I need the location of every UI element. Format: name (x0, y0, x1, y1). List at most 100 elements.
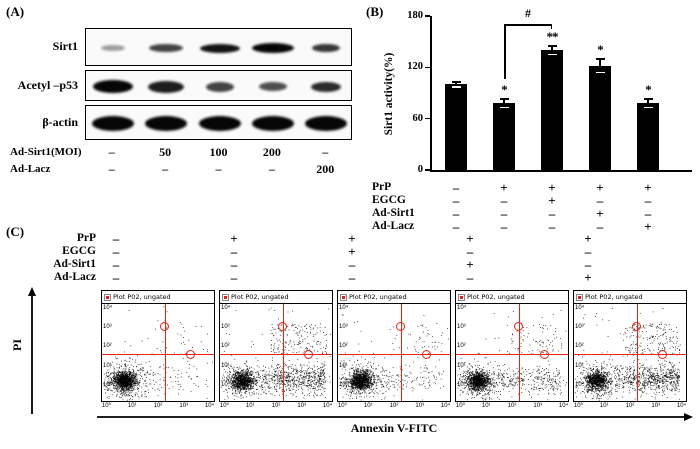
gate-circle (632, 321, 642, 331)
condition-value: – (230, 270, 238, 285)
flow-y-axis-label: PI (10, 339, 24, 351)
gate-circle (303, 349, 313, 359)
blot-box (85, 70, 352, 101)
flow-plot-title: Plot P02, ungated (113, 293, 171, 301)
flow-scatter-canvas (456, 304, 568, 401)
blot-label: Sirt1 (52, 39, 78, 53)
flow-y-tick: 10⁴ (221, 305, 231, 311)
flow-plot-area: 10⁴ 10³ 10² 10¹ 10⁰ (220, 304, 332, 401)
gate-circle (514, 321, 524, 331)
lane-value: – (322, 145, 329, 159)
y-tick-label: 60 (412, 112, 424, 124)
error-bar-cap-top (451, 81, 461, 83)
condition-value: – (452, 219, 460, 234)
blot-band (305, 116, 348, 131)
flow-x-tick: 10⁴ (322, 403, 333, 409)
flow-plot-header: Plot P02, ungated (102, 291, 214, 304)
flow-x-tick: 10³ (179, 403, 189, 409)
flow-scatter-canvas (102, 304, 214, 401)
flow-plot-area: 10⁴ 10³ 10² 10¹ 10⁰ (574, 304, 686, 401)
flow-x-tick: 10² (389, 403, 399, 409)
flow-y-tick: 10³ (221, 324, 230, 331)
condition-value: – (500, 219, 508, 234)
flow-y-tick: 10² (339, 343, 348, 350)
condition-value: + (500, 180, 508, 195)
plot-icon (104, 293, 111, 301)
comparison-bracket-h (504, 24, 552, 26)
flow-plot: Plot P02, ungated 10⁴ 10³ 10² 10¹ 10⁰ (455, 290, 569, 402)
blot-band (149, 44, 184, 52)
condition-row-label: Ad-Sirt1 (372, 207, 415, 219)
lane-value: 100 (209, 145, 228, 159)
significance-star: * (645, 81, 652, 97)
quadrant-gate-hline (456, 354, 568, 356)
flow-x-tick: 10³ (533, 403, 543, 409)
error-bar-line (551, 45, 553, 55)
blot-band (311, 81, 342, 92)
comparison-bracket-left (504, 24, 506, 79)
condition-value: – (584, 257, 592, 272)
flow-y-tick: 10⁰ (103, 381, 113, 388)
lane-value: 200 (316, 162, 335, 176)
condition-value: – (644, 206, 652, 221)
quadrant-gate-vline (518, 304, 520, 401)
gate-circle (396, 321, 406, 331)
flow-y-tick: 10⁴ (457, 305, 467, 311)
condition-row-label: Ad-Lacz (53, 271, 96, 283)
flow-x-tick: 10² (153, 403, 163, 409)
bar-chart-y-axis-title: Sirt1 activity(%) (383, 52, 395, 136)
condition-row-label: EGCG (62, 245, 96, 257)
quadrant-gate-vline (400, 304, 402, 401)
flow-plot: Plot P02, ungated 10⁴ 10³ 10² 10¹ 10⁰ (337, 290, 451, 402)
flow-x-tick: 10¹ (245, 403, 255, 409)
gate-circle (160, 321, 170, 331)
lane-value: 200 (262, 145, 281, 159)
gate-circle (657, 349, 667, 359)
condition-value: – (452, 180, 460, 195)
blot-band (91, 116, 134, 131)
lane-value: 50 (159, 145, 172, 159)
y-axis-line (430, 16, 432, 172)
y-tick-label: 120 (407, 61, 423, 73)
condition-value: + (230, 231, 238, 246)
x-axis-line (430, 170, 692, 172)
condition-value: + (348, 244, 356, 259)
lane-value: – (108, 162, 115, 176)
condition-value: – (584, 244, 592, 259)
blot-band (100, 45, 125, 51)
blot-box (85, 28, 352, 66)
error-bar-cap-top (499, 98, 509, 100)
condition-value: – (596, 219, 604, 234)
flow-plot-area: 10⁴ 10³ 10² 10¹ 10⁰ (102, 304, 214, 401)
flow-y-tick: 10³ (103, 324, 112, 331)
condition-value: + (584, 231, 592, 246)
flow-plot-header: Plot P02, ungated (574, 291, 686, 304)
quadrant-gate-vline (282, 304, 284, 401)
condition-value: – (596, 193, 604, 208)
quadrant-gate-hline (220, 354, 332, 356)
error-bar-cap-top (643, 98, 653, 100)
flow-y-tick: 10⁰ (457, 381, 467, 388)
gate-circle (539, 349, 549, 359)
flow-plot-title: Plot P02, ungated (585, 293, 643, 301)
bar (493, 103, 515, 170)
condition-value: – (112, 257, 120, 272)
condition-value: – (348, 270, 356, 285)
error-bar-cap-top (595, 58, 605, 60)
flow-y-tick: 10⁴ (339, 305, 349, 311)
blot-band (312, 44, 341, 52)
flow-scatter-canvas (220, 304, 332, 401)
flow-y-tick: 10¹ (339, 362, 348, 369)
flow-x-tick: 10⁴ (558, 403, 569, 409)
flow-plot-area: 10⁴ 10³ 10² 10¹ 10⁰ (338, 304, 450, 401)
comparison-label: # (525, 6, 531, 20)
quadrant-gate-vline (164, 304, 166, 401)
blot-band (205, 81, 234, 92)
error-bar-cap-bottom (547, 53, 557, 56)
bar (541, 50, 563, 170)
flow-plot-area: 10⁴ 10³ 10² 10¹ 10⁰ (456, 304, 568, 401)
flow-x-tick: 10⁰ (573, 403, 584, 409)
lane-value: – (162, 162, 169, 176)
flow-x-tick: 10³ (297, 403, 307, 409)
